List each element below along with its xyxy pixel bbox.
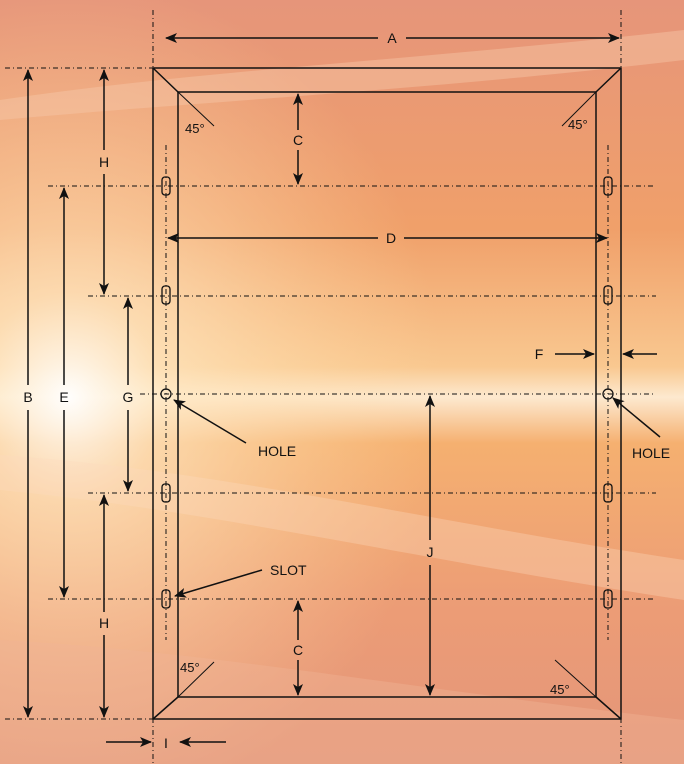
slot-left [161, 285, 171, 305]
slot-right [603, 483, 613, 503]
background-streak [0, 455, 684, 600]
slot-right [603, 589, 613, 609]
label-j: J [427, 544, 434, 560]
label-e: E [59, 389, 68, 405]
mitre-corner [595, 696, 622, 720]
extension-lines [5, 10, 656, 764]
angle-label-top-left: 45° [185, 121, 205, 136]
hole-left-leader [173, 399, 247, 444]
mitre-corner [595, 67, 622, 93]
label-a: A [387, 30, 397, 46]
mitre-corner [152, 696, 179, 720]
label-h-bottom: H [99, 615, 109, 631]
angle-markers [177, 91, 597, 698]
hole-left-label: HOLE [258, 443, 296, 459]
label-f: F [535, 346, 544, 362]
label-i: I [164, 735, 168, 751]
label-c-bottom: C [293, 642, 303, 658]
mitre-corner [152, 67, 179, 93]
dimension-arrows [23, 33, 661, 747]
label-g: G [123, 389, 134, 405]
label-h-top: H [99, 154, 109, 170]
hole-left [160, 388, 172, 400]
slot-left [161, 483, 171, 503]
label-b: B [23, 389, 32, 405]
slot-right [603, 285, 613, 305]
slot-left [161, 176, 171, 196]
angle-label-top-right: 45° [568, 117, 588, 132]
slot-label: SLOT [270, 562, 307, 578]
holes [160, 388, 614, 400]
slot-leader [174, 569, 263, 598]
background-streak [0, 640, 684, 764]
angle-label-bottom-left: 45° [180, 660, 200, 675]
label-c-top: C [293, 132, 303, 148]
background-streak [0, 30, 684, 120]
slot-left [161, 589, 171, 609]
slots [161, 176, 613, 609]
label-d: D [386, 230, 396, 246]
angle-label-bottom-right: 45° [550, 682, 570, 697]
hole-right-label: HOLE [632, 445, 670, 461]
slot-right [603, 176, 613, 196]
hole-right [602, 388, 614, 400]
hole-right-leader [612, 397, 661, 438]
